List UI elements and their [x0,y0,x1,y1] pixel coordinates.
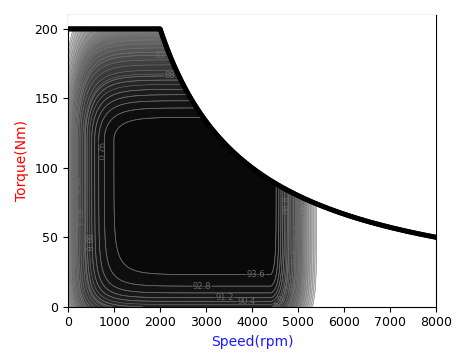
Text: 80.0: 80.0 [294,223,304,242]
Text: 90.4: 90.4 [238,297,256,306]
Text: 77.6: 77.6 [67,143,77,162]
Text: 92.0: 92.0 [94,142,103,160]
Text: 83.2: 83.2 [155,51,173,60]
Text: 88.0: 88.0 [271,293,288,314]
Text: 82.4: 82.4 [72,207,81,226]
Text: 88.0: 88.0 [164,71,183,80]
Text: 80.0: 80.0 [70,175,78,194]
Text: 88.8: 88.8 [283,195,292,214]
Text: 92.8: 92.8 [193,282,211,290]
Text: 83.2: 83.2 [288,273,299,292]
Text: 77.6: 77.6 [297,198,306,217]
Text: 91.2: 91.2 [216,293,234,302]
Polygon shape [68,8,436,237]
X-axis label: Speed(rpm): Speed(rpm) [211,335,293,349]
Y-axis label: Torque(Nm): Torque(Nm) [15,120,29,201]
Text: 93.6: 93.6 [247,270,265,279]
Text: 88.8: 88.8 [83,233,92,252]
Text: 82.4: 82.4 [291,249,301,267]
